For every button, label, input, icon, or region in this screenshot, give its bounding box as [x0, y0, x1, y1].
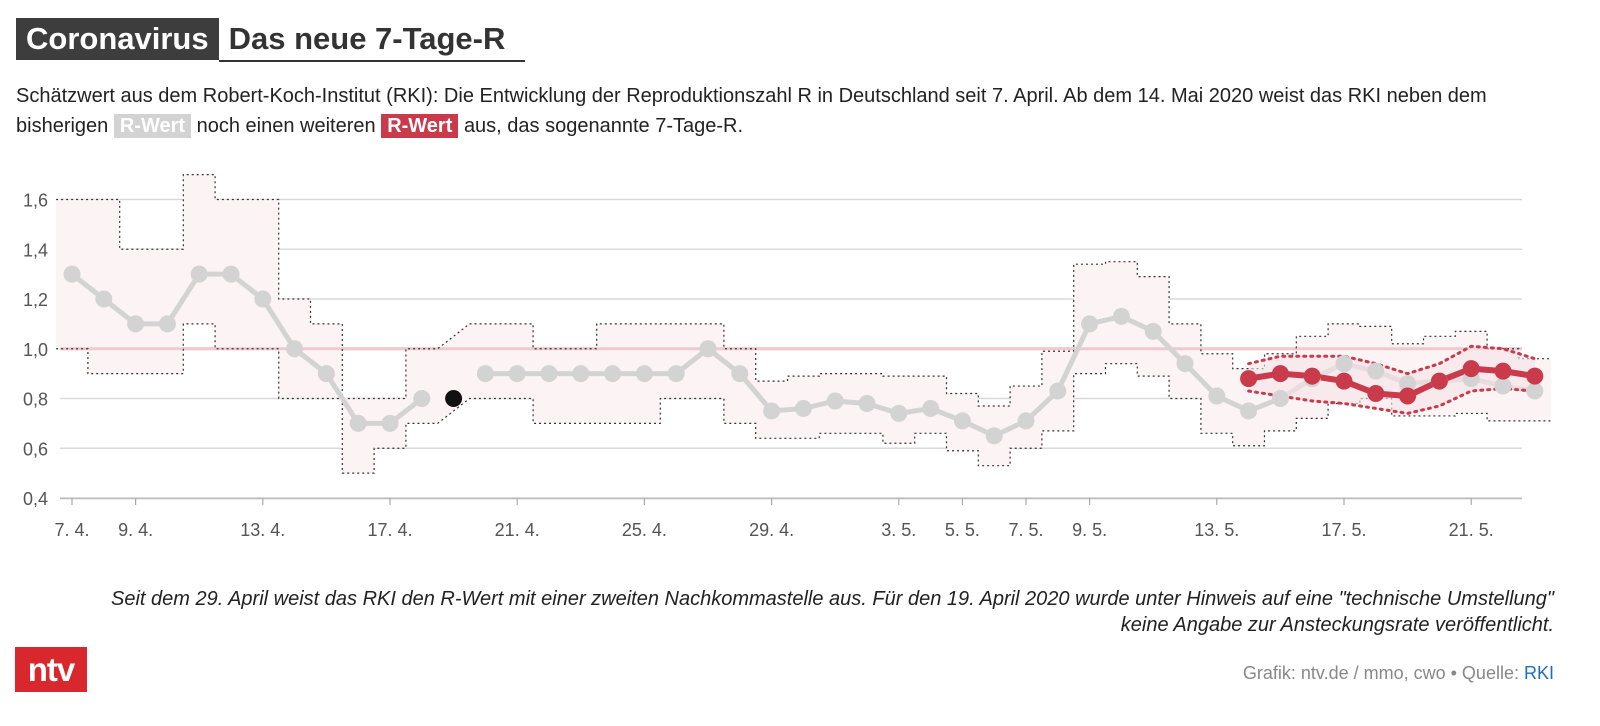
r-value-point [985, 427, 1003, 445]
chart-title: Das neue 7-Tage-R [218, 18, 526, 62]
x-tick-label: 21. 5. [1449, 520, 1494, 540]
y-tick-label: 0,8 [23, 390, 48, 410]
r-value-point [540, 365, 558, 383]
r-value-point [1176, 355, 1194, 373]
r7-point [1303, 367, 1321, 385]
r-value-point [317, 365, 335, 383]
r7-band [1248, 346, 1535, 414]
r-value-point [381, 414, 399, 432]
r-value-point [1367, 362, 1385, 380]
missing-data-marker [445, 390, 463, 407]
x-tick-label: 9. 4. [118, 520, 153, 540]
r7-point [1367, 385, 1385, 403]
r7-point [1526, 367, 1544, 385]
r-value-point [190, 265, 208, 283]
x-tick-label: 17. 5. [1321, 520, 1366, 540]
r-value-point [1112, 307, 1130, 325]
chart-description: Schätzwert aus dem Robert-Koch-Institut … [16, 81, 1576, 141]
r-value-point [286, 340, 304, 358]
r7-point [1494, 362, 1512, 380]
credit-line: Grafik: ntv.de / mmo, cwo • Quelle: RKI [1243, 663, 1554, 684]
r-value-point [667, 365, 685, 383]
r-value-point [826, 392, 844, 410]
y-tick-label: 0,4 [23, 489, 48, 509]
x-tick-label: 25. 4. [622, 520, 667, 540]
r-value-point [127, 315, 145, 333]
r-value-point [222, 265, 240, 283]
r7-point [1240, 370, 1258, 388]
r-value-point [604, 365, 622, 383]
kicker-label: Coronavirus [16, 18, 219, 60]
r-value-point [731, 365, 749, 383]
r-value-point [158, 315, 176, 333]
r7-line [1248, 365, 1536, 400]
r-value-badge: R-Wert [113, 114, 192, 138]
data-points [63, 265, 1544, 445]
r7-lower-bound [1247, 387, 1537, 415]
y-tick-label: 1,4 [23, 240, 48, 260]
r-value-point [635, 365, 653, 383]
y-tick-label: 1,6 [23, 191, 48, 211]
r-value-point [794, 399, 812, 417]
x-tick-label: 9. 5. [1072, 520, 1107, 540]
header: Coronavirus Das neue 7-Tage-R [16, 18, 526, 62]
description-text-1: Schätzwert aus dem Robert-Koch-Institut … [16, 85, 1487, 137]
footnote: Seit dem 29. April weist das RKI den R-W… [110, 588, 1554, 636]
r-value-point [1399, 375, 1417, 393]
credit-text: Grafik: ntv.de / mmo, cwo • Quelle: [1242, 663, 1519, 683]
r-value-point [763, 402, 781, 420]
r-value-point [1271, 390, 1289, 407]
axes: 0,4 0,6 0,8 1,0 1,2 1,4 1,6 7. 4. 9. 4. 13. 4. 17.… [23, 191, 1522, 540]
r-value-point [95, 290, 113, 308]
r7-point [1462, 360, 1480, 378]
r-value-point [1144, 322, 1162, 340]
x-tick-label: 13. 5. [1194, 520, 1239, 540]
r-value-point [413, 390, 431, 407]
r-value-point [1049, 382, 1067, 400]
r-value-point [63, 265, 81, 283]
description-text-2: noch einen weiteren [196, 115, 376, 137]
r-value-point [1081, 315, 1099, 333]
r-value-chart: 0,4 0,6 0,8 1,0 1,2 1,4 1,6 7. 4. 9. 4. 13. 4. 17.… [23, 174, 1551, 540]
r7-point [1430, 372, 1448, 390]
r-value-upper-bound [56, 174, 1551, 407]
x-tick-label: 17. 4. [367, 520, 412, 540]
r-value-point [476, 365, 494, 383]
x-tick-label: 29. 4. [749, 520, 794, 540]
r-value-point [1494, 377, 1512, 395]
r7-point [1271, 365, 1289, 383]
r-value-point [1240, 402, 1258, 420]
r-value-point [922, 399, 940, 417]
y-tick-label: 1,0 [23, 340, 48, 360]
r-value-point [1208, 387, 1226, 405]
r-value-point [953, 412, 971, 430]
y-tick-label: 1,2 [23, 290, 48, 310]
x-tick-label: 3. 5. [881, 520, 916, 540]
r7-point [1335, 372, 1353, 390]
r-value-point [349, 414, 367, 432]
r7-value-badge: R-Wert [381, 114, 459, 138]
source-link[interactable]: RKI [1523, 663, 1554, 683]
y-tick-label: 0,6 [23, 439, 48, 459]
x-tick-label: 7. 4. [54, 520, 89, 540]
ntv-logo: ntv [15, 647, 87, 692]
r-value-point [1335, 355, 1353, 373]
r7-point [1399, 387, 1417, 405]
r-value-point [890, 404, 908, 422]
x-tick-label: 7. 5. [1008, 520, 1043, 540]
r-value-point [858, 394, 876, 412]
r-value-point [572, 365, 590, 383]
x-tick-label: 21. 4. [495, 520, 540, 540]
description-text-3: aus, das sogenannte 7-Tage-R. [463, 115, 744, 137]
r-value-point [254, 290, 272, 308]
r-value-point [1017, 412, 1035, 430]
r-value-point [1526, 382, 1544, 400]
r-value-point [508, 365, 526, 383]
x-tick-label: 13. 4. [240, 520, 285, 540]
x-tick-label: 5. 5. [945, 520, 980, 540]
r7-upper-bound [1247, 344, 1537, 376]
r-value-point [699, 340, 717, 358]
